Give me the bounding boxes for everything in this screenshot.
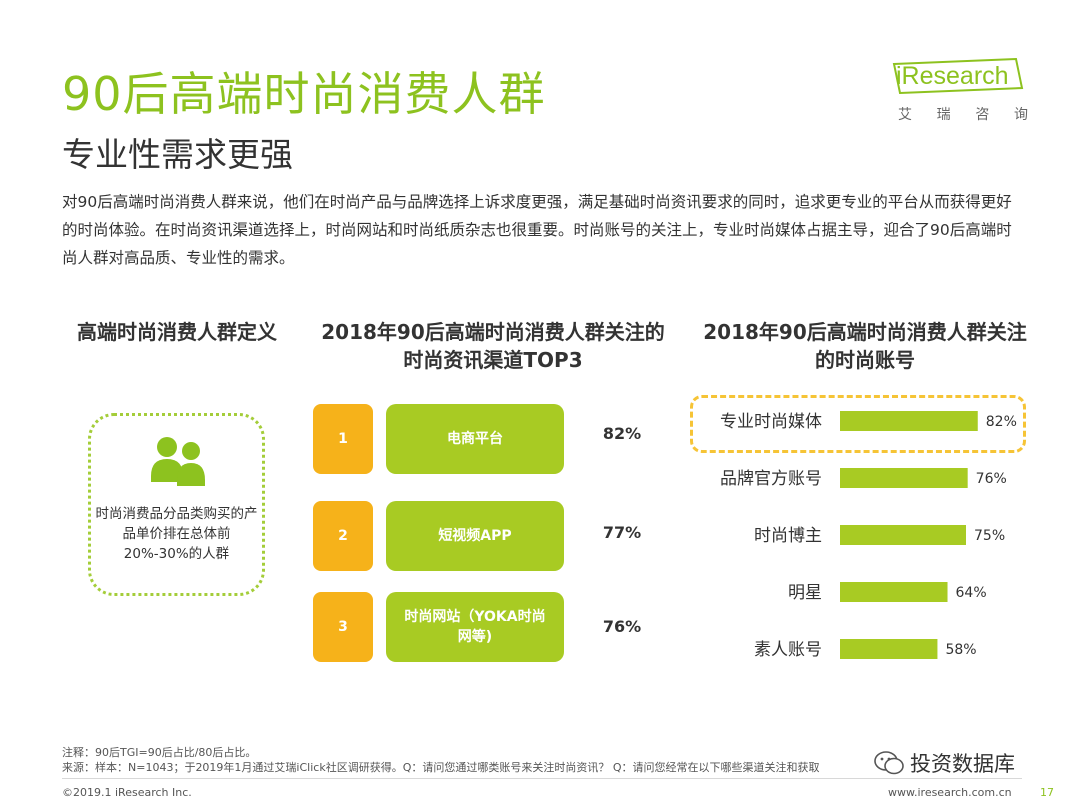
definition-box: 时尚消费品分品类购买的产品单价排在总体前20%-30%的人群 bbox=[88, 413, 265, 596]
logo-cn-char: 询 bbox=[1013, 107, 1028, 123]
wechat-icon bbox=[874, 751, 904, 775]
logo-cn-char: 瑞 bbox=[936, 107, 951, 123]
logo-frame-icon bbox=[892, 58, 1024, 94]
footer-divider bbox=[62, 778, 1022, 779]
bar-value-label: 64% bbox=[956, 585, 987, 601]
bar-value-label: 82% bbox=[986, 414, 1017, 430]
wechat-watermark: 投资数据库 bbox=[874, 748, 1015, 778]
channel-percent: 76% bbox=[602, 617, 642, 636]
definition-text: 时尚消费品分品类购买的产品单价排在总体前20%-30%的人群 bbox=[95, 506, 258, 562]
channel-label: 短视频APP bbox=[386, 501, 564, 571]
logo-cn: 艾 瑞 咨 询 bbox=[898, 104, 1028, 124]
page-title: 90后高端时尚消费人群 bbox=[62, 67, 546, 121]
bar bbox=[840, 411, 978, 431]
bar bbox=[840, 525, 966, 545]
logo-cn-char: 咨 bbox=[975, 107, 990, 123]
account-bar-chart: 专业时尚媒体 82% 品牌官方账号 76% 时尚博主 75% 明星 64% 素人账号 58% bbox=[720, 411, 1017, 660]
account-chart-title: 2018年90后高端时尚消费人群关注的时尚账号 bbox=[703, 320, 1027, 372]
channel-percent: 77% bbox=[602, 523, 642, 542]
wechat-name: 投资数据库 bbox=[910, 752, 1015, 776]
rank-badge: 2 bbox=[313, 501, 373, 571]
bar-category-label: 品牌官方账号 bbox=[720, 469, 822, 489]
logo-text: iResearch bbox=[896, 62, 1009, 90]
channel-label: 电商平台 bbox=[386, 404, 564, 474]
footnote-note: 注释：90后TGI=90后占比/80后占比。 bbox=[62, 746, 257, 759]
page-number: 17 bbox=[1040, 786, 1054, 799]
bar-value-label: 76% bbox=[976, 471, 1007, 487]
bar bbox=[840, 468, 968, 488]
bar-category-label: 时尚博主 bbox=[754, 526, 822, 546]
rank-badge: 1 bbox=[313, 404, 373, 474]
bar-value-label: 75% bbox=[974, 528, 1005, 544]
copyright: ©2019.1 iResearch Inc. bbox=[62, 786, 192, 799]
intro-paragraph: 对90后高端时尚消费人群来说，他们在时尚产品与品牌选择上诉求度更强，满足基础时尚… bbox=[62, 193, 1012, 267]
bar-category-label: 专业时尚媒体 bbox=[720, 412, 822, 432]
iresearch-logo: iResearch 艾 瑞 咨 询 bbox=[892, 58, 1032, 124]
bar bbox=[840, 582, 948, 602]
site-url: www.iresearch.com.cn bbox=[888, 786, 1012, 799]
people-icon bbox=[151, 437, 205, 486]
footnote-source: 来源：样本：N=1043；于2019年1月通过艾瑞iClick社区调研获得。Q：… bbox=[62, 761, 820, 774]
bar bbox=[840, 639, 938, 659]
channel-label: 时尚网站（YOKA时尚网等) bbox=[386, 592, 564, 662]
channel-chart-title: 2018年90后高端时尚消费人群关注的时尚资讯渠道TOP3 bbox=[321, 320, 665, 372]
bar-value-label: 58% bbox=[945, 642, 976, 658]
definition-title: 高端时尚消费人群定义 bbox=[77, 320, 277, 344]
page-subtitle: 专业性需求更强 bbox=[62, 135, 293, 174]
rank-badge: 3 bbox=[313, 592, 373, 662]
bar-category-label: 明星 bbox=[788, 583, 822, 603]
highlight-frame bbox=[690, 395, 1026, 453]
channel-percent: 82% bbox=[602, 424, 642, 443]
logo-cn-char: 艾 bbox=[898, 107, 912, 123]
bar-category-label: 素人账号 bbox=[754, 640, 822, 660]
